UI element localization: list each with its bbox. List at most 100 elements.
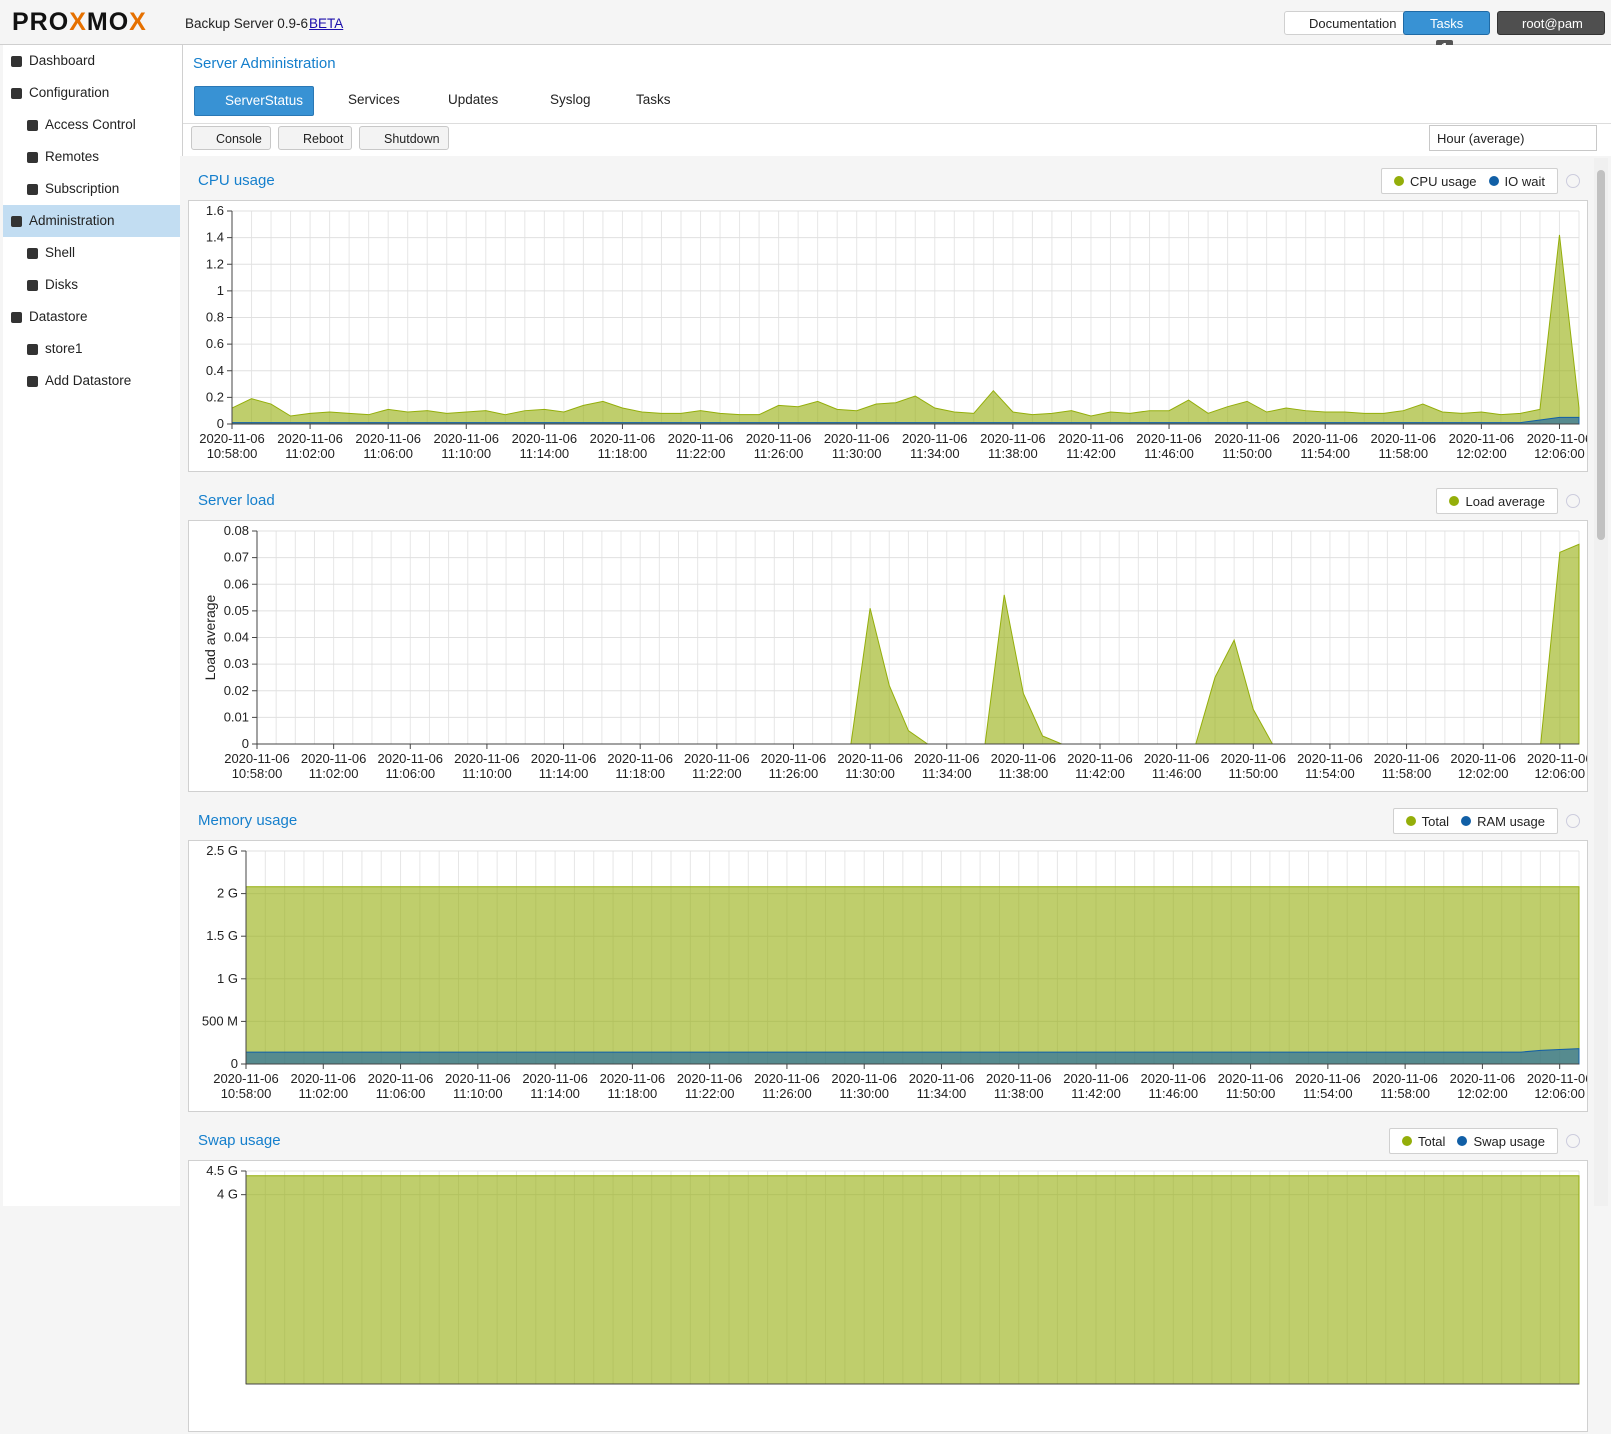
nav-item[interactable]: Remotes [3,141,182,173]
button-label: Shutdown [384,132,440,146]
nav-item[interactable]: Add Datastore [3,365,182,397]
y-tick-label: 1.4 [206,230,224,245]
legend-label: IO wait [1504,173,1545,189]
nav-label: Subscription [45,181,120,196]
y-tick-label: 0.8 [206,310,224,325]
collapse-tool[interactable] [1566,174,1580,188]
x-tick-label: 2020-11-06 11:10:00 [454,751,520,781]
x-tick-label: 2020-11-06 12:02:00 [1449,1071,1516,1101]
nav-label: Disks [45,277,78,292]
button-label: Console [216,132,262,146]
nav-item[interactable]: Subscription [3,173,182,205]
y-tick-label: 500 M [202,1013,238,1028]
nav-icon [27,184,38,195]
x-tick-label: 2020-11-06 10:58:00 [199,431,265,461]
x-tick-label: 2020-11-06 12:06:00 [1527,751,1588,781]
y-tick-label: 0.07 [224,550,249,565]
select-value: Hour (average) [1437,131,1525,146]
nav-label: store1 [45,341,83,356]
legend-item[interactable]: Load average [1449,494,1545,509]
collapse-tool[interactable] [1566,494,1580,508]
collapse-tool[interactable] [1566,1134,1580,1148]
x-tick-label: 2020-11-06 11:10:00 [433,431,500,461]
tab[interactable]: Syslog [520,86,601,114]
y-tick-label: 0.01 [224,709,249,724]
chart-panel: Server load Load average 0 0.01 0.02 0.03 0.04… [188,484,1588,794]
legend-item[interactable]: Total [1405,814,1449,829]
y-tick-label: 0.02 [224,683,249,698]
nav-icon [11,88,22,99]
y-tick-label: 0 [217,416,224,431]
x-tick-label: 2020-11-06 10:58:00 [213,1071,279,1101]
y-tick-label: 1.5 G [206,928,238,943]
tab[interactable]: Tasks [606,86,681,114]
nav-icon [27,344,38,355]
y-tick-label: 0.2 [206,389,224,404]
toolbar-button[interactable]: Console [191,126,271,150]
tab-label: Services [348,92,400,107]
legend-swatch [1488,176,1499,186]
user-menu[interactable]: root@pam [1497,11,1605,35]
plot-box: 0 0.2 0.4 0.6 0.8 1 1.2 1.4 1.6 2020-11-06 10:58:… [188,200,1588,472]
x-tick-label: 2020-11-06 11:42:00 [1067,751,1133,781]
x-tick-label: 2020-11-06 11:38:00 [985,1071,1052,1101]
legend: Total Swap usage [1388,1128,1558,1154]
legend-item[interactable]: CPU usage [1394,174,1477,189]
y-tick-label: 0.06 [224,576,249,591]
nav-item[interactable]: Access Control [3,109,182,141]
x-tick-label: 2020-11-06 11:22:00 [676,1071,743,1101]
legend-label: RAM usage [1477,813,1545,829]
nav-icon [27,120,38,131]
nav-item[interactable]: Datastore [3,301,182,333]
legend-item[interactable]: IO wait [1488,173,1545,189]
x-tick-label: 2020-11-06 11:26:00 [760,751,827,781]
legend-label: Load average [1465,493,1545,509]
legend-item[interactable]: RAM usage [1461,814,1545,829]
x-tick-label: 2020-11-06 11:02:00 [290,1071,357,1101]
nav-item[interactable]: Dashboard [3,45,182,77]
tasks-button[interactable]: Tasks1 [1403,11,1490,56]
legend-label: Total [1417,1133,1446,1149]
header: PROXMOX Backup Server 0.9-6 BETA Documen… [0,0,1611,56]
nav-item[interactable]: Disks [3,269,182,301]
x-tick-label: 2020-11-06 11:58:00 [1373,751,1440,781]
beta-link[interactable]: BETA [309,16,344,31]
area [257,543,1580,745]
tab[interactable]: ServerStatus [194,86,315,116]
x-tick-label: 2020-11-06 11:34:00 [913,751,980,781]
nav-label: Configuration [29,85,110,100]
nav-icon [27,248,38,259]
y-tick-label: 1.6 [206,203,224,218]
x-tick-label: 2020-11-06 11:54:00 [1297,751,1363,781]
nav-item[interactable]: Configuration [3,77,182,109]
sidebar: Dashboard Configuration Access Control Remo… [3,45,183,1206]
x-tick-label: 2020-11-06 11:50:00 [1217,1071,1284,1101]
nav-item[interactable]: Shell [3,237,182,269]
toolbar-button[interactable]: Shutdown [359,126,449,150]
tab-label: Tasks [636,92,671,107]
legend-label: Swap usage [1473,1133,1545,1149]
legend: Load average [1436,488,1558,514]
scrollbar-thumb[interactable] [1597,170,1605,540]
legend-swatch [1461,816,1472,826]
nav-label: Datastore [29,309,88,324]
chart-title: Swap usage [198,1132,281,1149]
nav-item[interactable]: store1 [3,333,182,365]
area [245,886,1580,1065]
y-tick-label: 4.5 G [206,1163,238,1178]
collapse-tool[interactable] [1566,814,1580,828]
y-tick-label: 0 [242,736,249,751]
timeframe-select[interactable]: Hour (average) [1429,125,1597,151]
x-tick-label: 2020-11-06 11:50:00 [1214,431,1280,461]
legend-item[interactable]: Total [1401,1133,1446,1149]
tab[interactable]: Services [318,86,410,114]
nav-item[interactable]: Administration [3,205,182,237]
tab-label: ServerStatus [225,93,304,108]
logo[interactable]: PROXMOX [12,8,147,36]
plot: 4 G 4.5 G [206,1163,1580,1385]
x-tick-label: 2020-11-06 11:06:00 [367,1071,434,1101]
tab[interactable]: Updates [418,86,508,114]
toolbar-button[interactable]: Reboot [278,126,353,150]
legend-item[interactable]: Swap usage [1457,1134,1545,1149]
area [231,416,1580,425]
